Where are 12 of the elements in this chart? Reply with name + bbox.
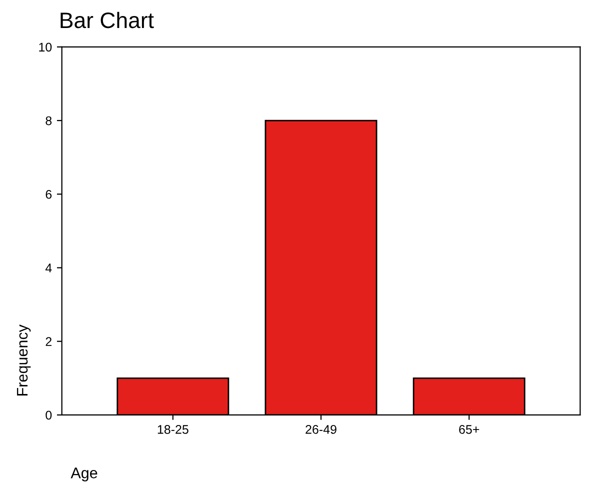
y-tick-label: 6 (46, 190, 52, 199)
y-tick-label: 10 (39, 42, 52, 52)
x-axis-title: Age (70, 468, 98, 482)
y-tick-label: 2 (46, 337, 52, 346)
x-tick-label: 26-49 (306, 425, 336, 434)
y-tick-label: 0 (46, 410, 52, 420)
y-tick-label: 4 (45, 264, 52, 272)
y-axis-title: Frequency (17, 324, 31, 396)
x-tick-label: 18-25 (158, 425, 188, 434)
chart-title: Bar Chart (60, 12, 154, 28)
y-tick-label: 8 (46, 116, 52, 126)
x-tick-label: 65+ (459, 425, 480, 434)
